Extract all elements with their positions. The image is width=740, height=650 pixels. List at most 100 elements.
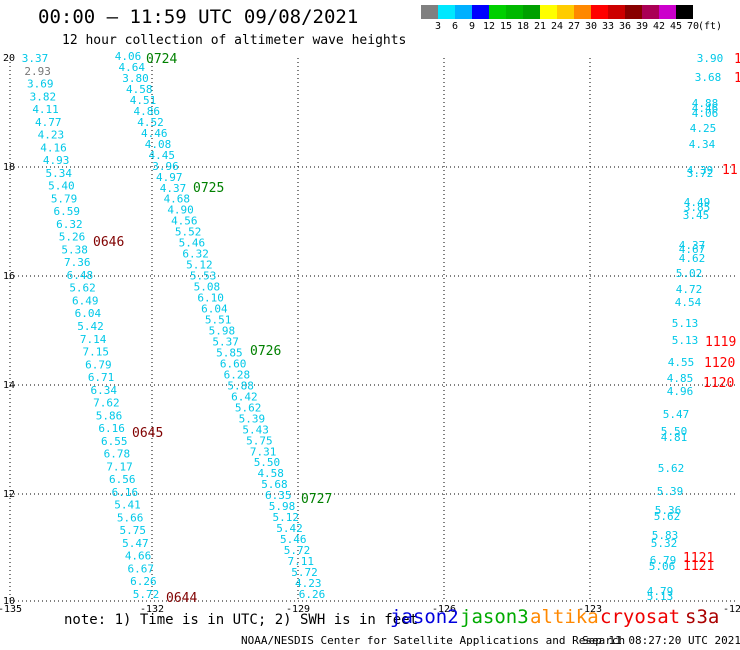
x-tick-label: -135 (0, 604, 22, 615)
track-value: 4.85 (667, 372, 694, 385)
track-value: 5.72 (133, 588, 160, 601)
track-value: 4.49 (684, 196, 711, 209)
track-value: 7.31 (250, 445, 277, 458)
track-value: 4.11 (32, 103, 59, 116)
pass-time-label: 1121 (683, 559, 714, 574)
y-tick-label: 18 (3, 162, 15, 173)
x-tick-label: -129 (286, 604, 310, 615)
map-subtitle: 12 hour collection of altimeter wave hei… (62, 33, 407, 48)
track-value: 6.26 (299, 588, 326, 601)
track-value: 4.67 (679, 243, 706, 256)
y-tick-label: 14 (3, 380, 15, 391)
track-value: 5.47 (663, 408, 690, 421)
track-value: 4.37 (160, 182, 187, 195)
credit-text: NOAA/NESDIS Center for Satellite Applica… (241, 634, 626, 647)
scale-swatch (421, 5, 438, 19)
legend-jason2: jason2 (390, 606, 459, 628)
track-value: 5.12 (272, 511, 299, 524)
scale-label: 36 (618, 21, 632, 32)
track-value: 3.82 (30, 90, 57, 103)
track-value: 5.13 (672, 317, 699, 330)
track-value: 5.13 (672, 334, 699, 347)
track-value: 6.78 (104, 448, 131, 461)
track-value: 4.08 (145, 138, 172, 151)
track-value: 5.79 (51, 192, 78, 205)
track-value: 5.06 (649, 560, 676, 573)
pass-time-label: 0724 (146, 52, 177, 67)
track-value: 4.06 (115, 50, 142, 63)
scale-swatch (472, 5, 489, 19)
scale-swatch (523, 5, 540, 19)
track-value: 3.90 (697, 52, 724, 65)
track-value: 5.39 (239, 412, 266, 425)
scale-swatch (659, 5, 676, 19)
track-value: 4.97 (156, 171, 183, 184)
map-title: 00:00 – 11:59 UTC 09/08/2021 (38, 6, 359, 28)
pass-time-label: 1119 (705, 335, 736, 350)
y-tick-label: 10 (3, 596, 15, 607)
pass-time-label: 1 (734, 71, 740, 86)
track-value: 6.35 (265, 489, 292, 502)
track-value: 4.39 (687, 164, 714, 177)
track-value: 4.06 (692, 107, 719, 120)
y-tick-label: 16 (3, 271, 15, 282)
scale-swatch (557, 5, 574, 19)
scale-swatch (540, 5, 557, 19)
track-value: 5.62 (658, 462, 685, 475)
track-value: 4.45 (149, 149, 176, 162)
track-value: 5.68 (261, 478, 288, 491)
track-value: 5.62 (654, 510, 681, 523)
track-value: 4.62 (679, 252, 706, 265)
pass-time-label: 0646 (93, 235, 124, 250)
track-value: 5.34 (46, 167, 73, 180)
track-value: 6.26 (130, 575, 157, 588)
scale-label: 30 (584, 21, 598, 32)
y-tick-label: 12 (3, 489, 15, 500)
track-value: 6.32 (182, 248, 209, 261)
track-value: 5.42 (77, 320, 104, 333)
pass-time-label: 0725 (193, 181, 224, 196)
scale-swatch (608, 5, 625, 19)
track-value: 4.51 (130, 94, 157, 107)
scale-swatch (489, 5, 506, 19)
x-tick-label: -126 (432, 604, 456, 615)
scale-swatch (642, 5, 659, 19)
track-value: 6.28 (224, 368, 251, 381)
track-value: 7.36 (64, 256, 91, 269)
x-tick-label: -123 (578, 604, 602, 615)
track-value: 7.17 (106, 460, 133, 473)
scale-label: 42 (652, 21, 666, 32)
track-value: 6.59 (53, 205, 80, 218)
scale-swatch (625, 5, 642, 19)
track-value: 5.62 (69, 282, 96, 295)
track-value: 5.50 (661, 425, 688, 438)
x-tick-label: -132 (140, 604, 164, 615)
track-value: 4.77 (35, 116, 62, 129)
track-value: 4.37 (679, 239, 706, 252)
pass-time-label: 11 (722, 163, 738, 178)
track-value: 3.96 (152, 160, 179, 173)
track-value: 4.16 (40, 141, 67, 154)
track-value: 4.90 (167, 204, 194, 217)
track-value: 5.50 (254, 456, 281, 469)
track-value: 7.14 (80, 333, 107, 346)
track-value: 3.80 (122, 72, 149, 85)
track-value: 4.93 (43, 154, 70, 167)
color-scale-bar (421, 5, 693, 19)
track-value: 5.88 (227, 379, 254, 392)
scale-swatch (506, 5, 523, 19)
track-value: 5.86 (96, 409, 123, 422)
scale-label: 9 (468, 21, 476, 32)
track-value: 6.56 (109, 473, 136, 486)
track-value: 6.49 (72, 294, 99, 307)
track-value: 5.98 (209, 324, 236, 337)
track-value: 5.08 (194, 281, 221, 294)
legend-cryosat: cryosat (600, 606, 681, 628)
track-value: 4.25 (690, 122, 717, 135)
track-value: 5.40 (48, 180, 75, 193)
track-value: 5.43 (242, 423, 269, 436)
track-value: 5.85 (216, 346, 243, 359)
track-value: 5.38 (61, 243, 88, 256)
track-value: 6.10 (197, 292, 224, 305)
track-value: 5.46 (280, 533, 307, 546)
